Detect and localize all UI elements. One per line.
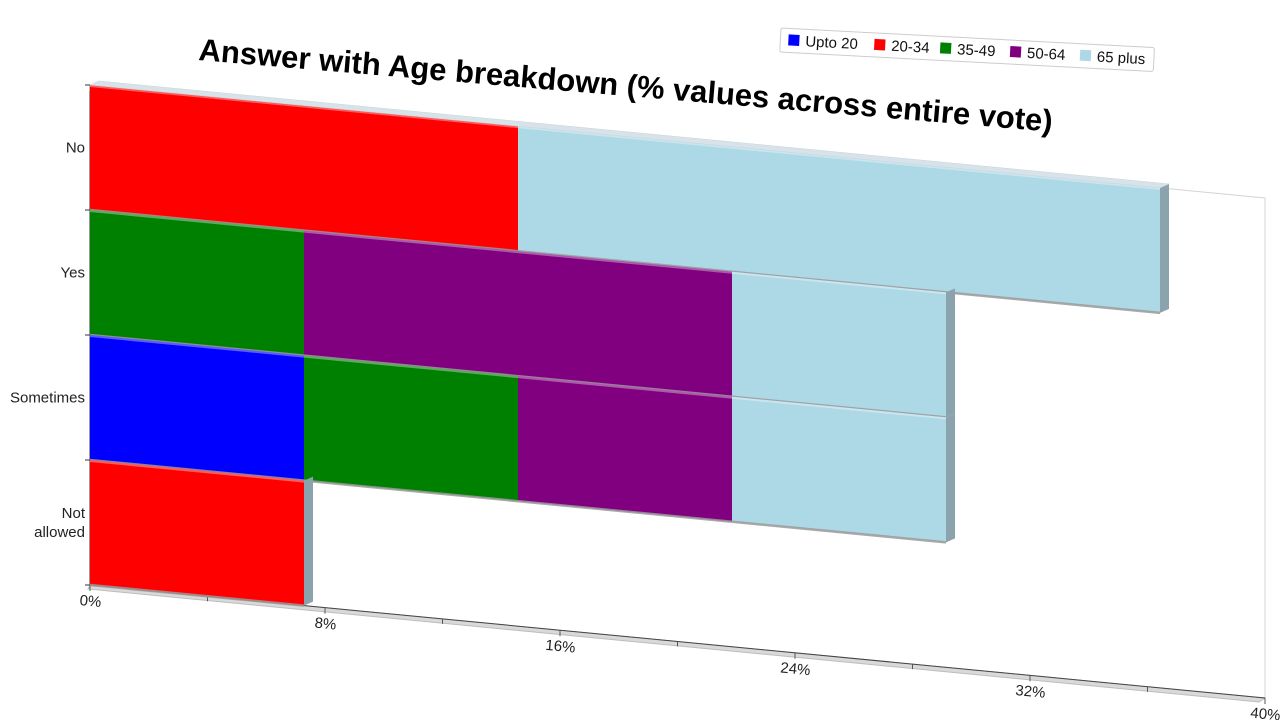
bar-segment-highlight bbox=[731, 271, 947, 295]
legend: Upto 20 20-34 35-49 50-64 65 plus bbox=[779, 27, 1155, 72]
bar-side-face bbox=[1160, 183, 1169, 313]
bar-segment bbox=[518, 376, 732, 522]
legend-label: 20-34 bbox=[891, 38, 930, 57]
bar-segment-highlight bbox=[89, 335, 305, 358]
bar-segment-highlight bbox=[303, 355, 519, 379]
category-label: Yes bbox=[61, 265, 85, 282]
legend-swatch bbox=[939, 42, 952, 54]
category-label: Sometimes bbox=[10, 390, 85, 407]
legend-swatch bbox=[1009, 46, 1022, 58]
legend-swatch bbox=[873, 38, 886, 51]
bar-side-face bbox=[946, 288, 955, 418]
bar-segment bbox=[90, 460, 304, 606]
x-tick-label: 0% bbox=[79, 592, 102, 611]
bar-segment-highlight bbox=[89, 460, 305, 483]
legend-label: 65 plus bbox=[1096, 49, 1145, 69]
bar-segment-highlight bbox=[517, 376, 733, 399]
bar-separator bbox=[89, 583, 305, 607]
bar-top-face bbox=[89, 80, 1170, 189]
bar-segment bbox=[90, 85, 518, 252]
bar-segment bbox=[90, 335, 304, 481]
bars-layer bbox=[89, 80, 1170, 607]
legend-label: Upto 20 bbox=[805, 33, 858, 53]
bar-segment bbox=[304, 355, 518, 502]
bar-segment bbox=[732, 271, 946, 418]
x-tick-label: 8% bbox=[314, 615, 337, 634]
legend-label: 50-64 bbox=[1027, 45, 1066, 64]
category-label: Not allowed bbox=[34, 505, 86, 541]
bar-side-face bbox=[946, 413, 955, 543]
labels-layer: 0% 8% 16% 24% 32% 40% No Yes Sometimes Not allowed bbox=[10, 140, 1280, 720]
x-tick-label: 16% bbox=[545, 637, 577, 657]
bar-segment-highlight bbox=[89, 85, 519, 129]
bar-segment-highlight bbox=[89, 210, 305, 233]
bar-segment bbox=[90, 210, 304, 356]
legend-swatch bbox=[788, 34, 800, 46]
category-label: No bbox=[66, 140, 85, 157]
bar-segment-highlight bbox=[303, 230, 733, 274]
x-tick-label: 40% bbox=[1250, 705, 1280, 720]
bar-segment-highlight bbox=[517, 126, 1161, 190]
legend-label: 35-49 bbox=[957, 41, 996, 60]
x-tick-label: 24% bbox=[780, 659, 812, 679]
bar-side-face bbox=[304, 476, 313, 606]
legend-box bbox=[779, 27, 1155, 72]
bar-segment bbox=[732, 396, 946, 543]
legend-swatch bbox=[1079, 49, 1092, 62]
bar-segment bbox=[304, 230, 732, 397]
bar-segment-highlight bbox=[731, 396, 947, 420]
x-tick-label: 32% bbox=[1015, 682, 1047, 702]
